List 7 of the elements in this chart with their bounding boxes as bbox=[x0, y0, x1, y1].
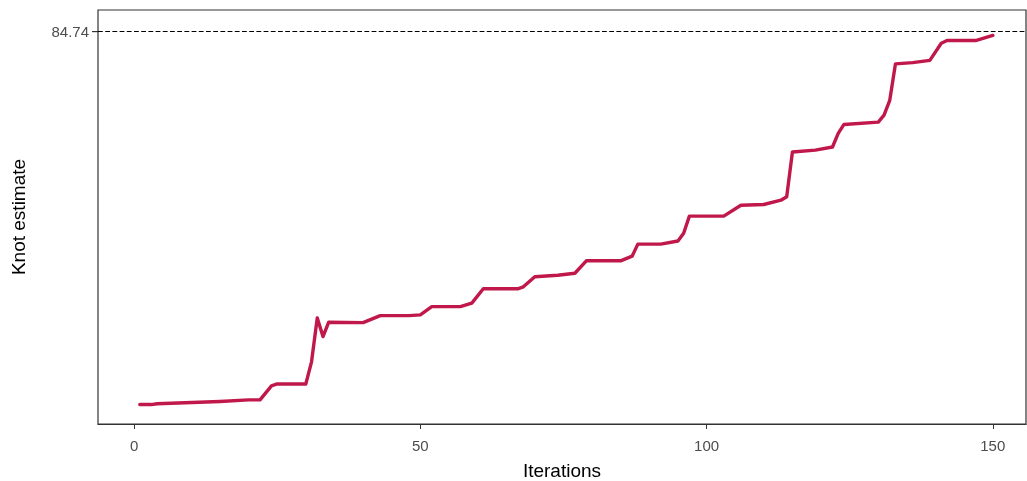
y-axis-title: Knot estimate bbox=[8, 158, 29, 276]
x-tick-label: 100 bbox=[694, 437, 720, 454]
x-tick-label: 150 bbox=[980, 437, 1006, 454]
text: 84.74 bbox=[51, 23, 89, 41]
x-tick-label: 0 bbox=[129, 437, 139, 454]
x-tick-label: 50 bbox=[411, 437, 429, 454]
x-axis-title: Iterations bbox=[522, 460, 602, 481]
